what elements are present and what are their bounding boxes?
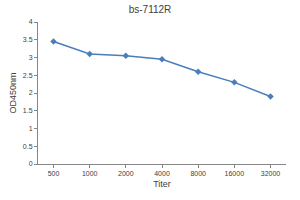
svg-text:16000: 16000 <box>225 170 245 177</box>
svg-text:1: 1 <box>29 125 33 132</box>
svg-text:1.5: 1.5 <box>23 107 33 114</box>
svg-text:3: 3 <box>29 54 33 61</box>
svg-text:1000: 1000 <box>82 170 98 177</box>
svg-text:bs-7112R: bs-7112R <box>129 4 172 15</box>
svg-text:4000: 4000 <box>154 170 170 177</box>
svg-text:4: 4 <box>29 18 33 25</box>
svg-text:0: 0 <box>29 160 33 167</box>
svg-text:500: 500 <box>48 170 60 177</box>
svg-text:0.5: 0.5 <box>23 143 33 150</box>
svg-text:2.5: 2.5 <box>23 72 33 79</box>
svg-text:2000: 2000 <box>118 170 134 177</box>
svg-text:OD450nm: OD450nm <box>8 72 18 113</box>
svg-text:2: 2 <box>29 89 33 96</box>
svg-text:8000: 8000 <box>190 170 206 177</box>
svg-text:32000: 32000 <box>261 170 281 177</box>
svg-text:3.5: 3.5 <box>23 36 33 43</box>
svg-text:Titer: Titer <box>153 179 171 189</box>
